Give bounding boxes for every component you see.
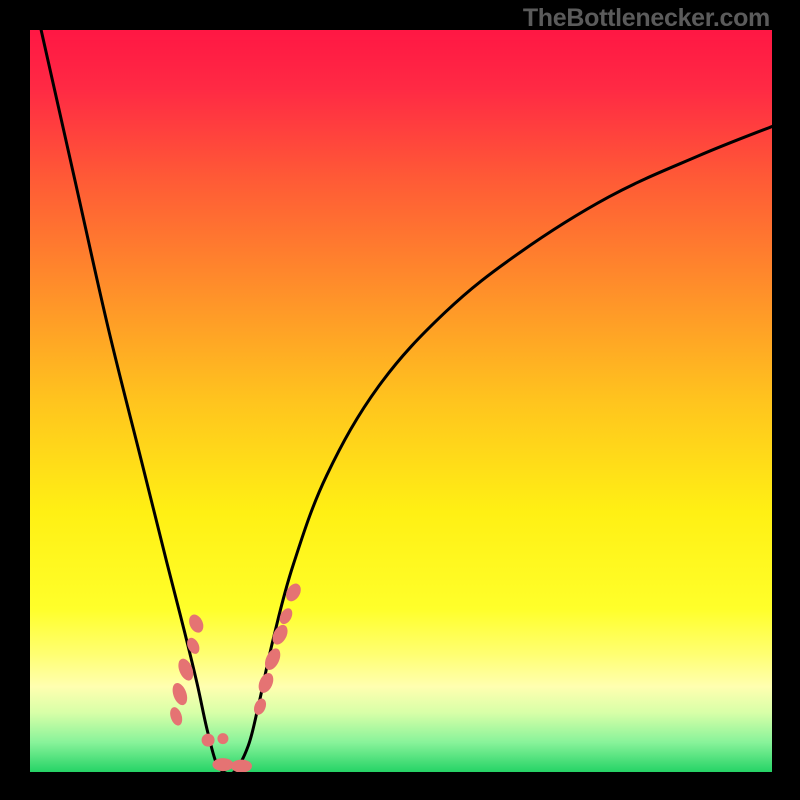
watermark-text: TheBottlenecker.com bbox=[523, 4, 770, 33]
bottleneck-chart bbox=[30, 30, 772, 772]
data-marker bbox=[202, 734, 214, 746]
data-marker bbox=[213, 759, 233, 771]
data-marker bbox=[231, 760, 251, 772]
data-marker bbox=[218, 734, 228, 744]
chart-background-gradient bbox=[30, 30, 772, 772]
chart-frame bbox=[30, 30, 772, 772]
